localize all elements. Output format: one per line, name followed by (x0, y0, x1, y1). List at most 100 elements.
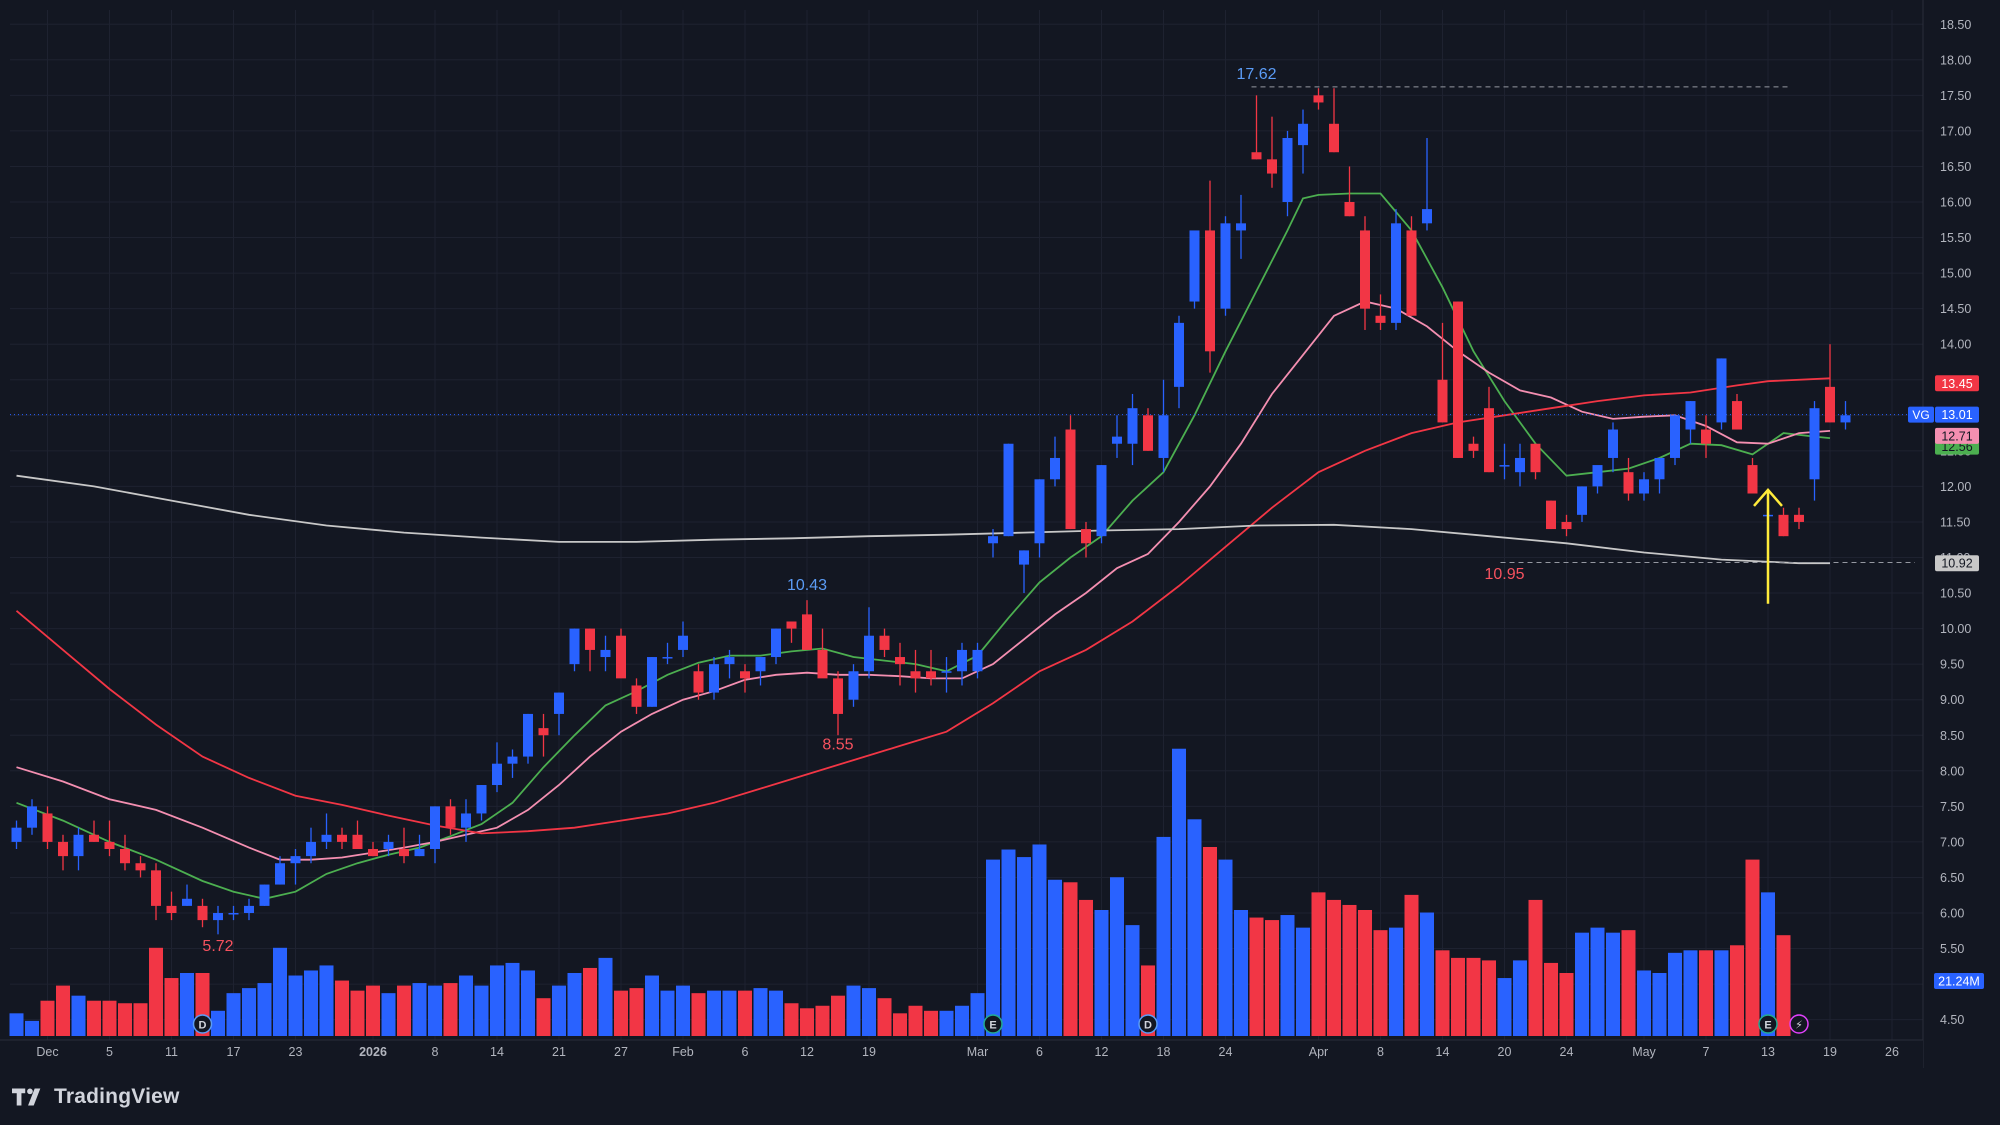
event-markers[interactable]: D E D E ⚡ (192, 1014, 1809, 1034)
ma-value-tag-bg (1935, 375, 1979, 392)
candle-body (461, 813, 471, 828)
grid (10, 10, 1923, 1040)
volume-bar (893, 1013, 907, 1036)
price-tick-label: 4.50 (1940, 1013, 1964, 1027)
candle-body (1685, 401, 1696, 430)
time-tick-label: 7 (1703, 1045, 1710, 1059)
candle-body (290, 856, 301, 864)
candle-body (228, 913, 239, 915)
price-tick-label: 16.50 (1940, 160, 1971, 174)
candle-body (1112, 436, 1122, 444)
volume-tag-bg (1934, 973, 1984, 989)
volume-bar (1714, 950, 1729, 1036)
earnings-marker[interactable]: E (1758, 1014, 1778, 1034)
candle-body (631, 685, 642, 707)
candle-body (1220, 223, 1231, 309)
volume-bar (180, 973, 194, 1036)
volume-bar (1342, 904, 1357, 1036)
volume-bar (288, 975, 303, 1036)
candle-body (259, 884, 270, 906)
tradingview-logo[interactable]: TradingView (12, 1085, 180, 1109)
time-tick-label: 12 (800, 1045, 814, 1059)
volume-bar (211, 1010, 225, 1036)
last-price-tag-label: 13.01 (1941, 408, 1972, 422)
price-tick-label: 10.00 (1940, 622, 1971, 636)
volume-bar (366, 985, 380, 1036)
volume-bar (242, 988, 256, 1036)
candle-body (864, 635, 874, 672)
candle-body (957, 649, 967, 672)
time-tick-label: Feb (672, 1045, 694, 1059)
time-tick-label: Apr (1309, 1045, 1328, 1059)
volume-bar (9, 1013, 24, 1036)
time-axis[interactable]: Dec 5 11 17 23 2026 8 14 21 27 Feb 6 12 19 Mar 6 12 18 24 A… (0, 1039, 1923, 1068)
candle-body (166, 905, 177, 913)
candle-body (740, 671, 750, 679)
candlesticks (11, 88, 1851, 935)
candle-body (1267, 159, 1277, 174)
volume-bar (1513, 960, 1527, 1036)
candle-body (1515, 457, 1525, 473)
ma-value-tag-bg (1935, 427, 1979, 444)
candle-body (430, 806, 440, 850)
price-axis[interactable]: 18.50 18.00 17.50 17.00 16.50 16.00 15.50 15.00… (1908, 0, 2000, 1068)
ma-value-tag: 10.92 (1935, 555, 1979, 572)
candle-body (383, 841, 394, 850)
candle-body (988, 536, 998, 544)
reference-lines (10, 86, 1923, 563)
volume-bar (1234, 910, 1248, 1036)
volume-bar (567, 973, 582, 1036)
candle-body (476, 785, 487, 814)
candle-body (616, 635, 626, 679)
volume-bar (490, 965, 504, 1036)
time-tick-label: 6 (742, 1045, 749, 1059)
candle-body (817, 649, 828, 679)
time-tick-label: 21 (552, 1045, 566, 1059)
candle-body (771, 628, 781, 658)
high-label: 10.43 (787, 577, 827, 594)
candle-body (507, 756, 518, 764)
volume-bar (1265, 920, 1279, 1036)
volume-bar (1296, 927, 1310, 1036)
volume-bar (1761, 892, 1775, 1036)
volume-bar (428, 985, 442, 1036)
volume-bar (1094, 910, 1109, 1036)
dividend-marker[interactable]: D (192, 1014, 213, 1034)
candle-body (1794, 514, 1804, 522)
candle-body (1499, 465, 1510, 467)
earnings-marker[interactable]: E (983, 1014, 1003, 1034)
candle-body (1251, 152, 1262, 160)
volume-bar (614, 990, 628, 1036)
candle-body (275, 863, 285, 885)
moving-average-line (16, 474, 1830, 565)
volume-bar (1218, 859, 1233, 1036)
volume-bar (1280, 915, 1295, 1036)
price-tick-label: 17.50 (1940, 89, 1971, 103)
ma-value-tag-label: 12.71 (1941, 429, 1972, 443)
candle-body (926, 671, 936, 679)
candle-body (1809, 408, 1820, 480)
volume-bar (1420, 912, 1434, 1036)
volume-bar (1125, 925, 1140, 1036)
candle-body (941, 671, 952, 673)
candle-body (1019, 550, 1029, 565)
volume-bar (1203, 847, 1217, 1036)
candle-body (600, 649, 611, 658)
candle-body (1654, 457, 1665, 480)
volume-bar (676, 985, 690, 1036)
volume-bar (118, 1003, 132, 1036)
candle-body (352, 834, 363, 850)
volume-bar (1466, 957, 1481, 1036)
time-tick-label: 11 (165, 1045, 178, 1059)
candle-body (1174, 322, 1184, 387)
time-tick-label: 17 (227, 1045, 241, 1059)
volume-bar (1637, 970, 1651, 1036)
time-tick-label: 5 (106, 1045, 113, 1059)
price-tick-label: 15.50 (1940, 231, 1971, 245)
time-tick-label: 27 (614, 1045, 628, 1059)
dividend-marker[interactable]: D (1138, 1014, 1158, 1034)
candle-body (151, 870, 161, 906)
event-marker[interactable]: ⚡ (1789, 1014, 1809, 1034)
high-label: 17.62 (1236, 66, 1276, 83)
